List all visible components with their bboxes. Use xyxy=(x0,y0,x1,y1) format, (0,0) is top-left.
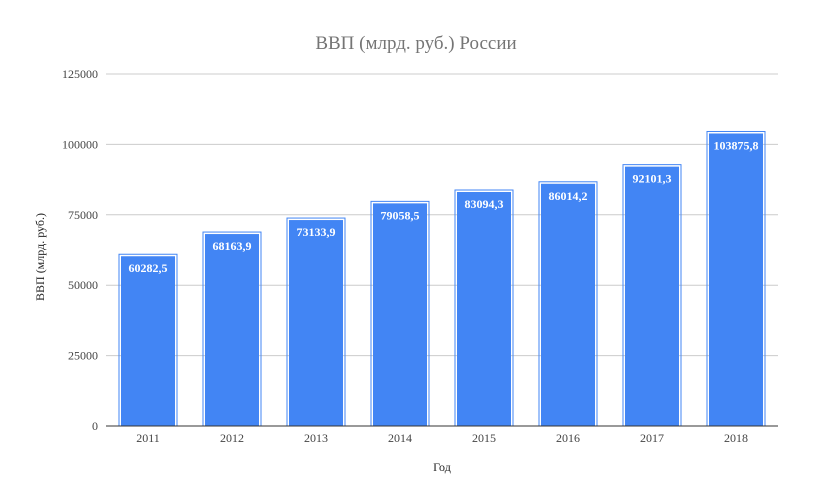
data-label: 68163,9 xyxy=(213,239,252,253)
bar xyxy=(373,203,427,426)
x-tick-label: 2016 xyxy=(556,431,580,445)
bars xyxy=(118,130,766,427)
bar xyxy=(709,133,763,426)
y-tick-label: 25000 xyxy=(68,349,98,363)
x-tick-label: 2011 xyxy=(136,431,160,445)
chart-title: ВВП (млрд. руб.) России xyxy=(315,33,516,54)
y-axis-ticks: 0 25000 50000 75000 100000 125000 xyxy=(62,67,98,433)
x-tick-label: 2017 xyxy=(640,431,664,445)
data-label: 60282,5 xyxy=(129,261,168,275)
data-label: 79058,5 xyxy=(381,208,420,222)
bar xyxy=(205,234,259,426)
data-label: 83094,3 xyxy=(465,197,504,211)
bar xyxy=(121,256,175,426)
x-axis-ticks: 2011 2012 2013 2014 2015 2016 2017 2018 xyxy=(136,431,748,445)
bar xyxy=(289,220,343,426)
y-tick-label: 0 xyxy=(92,419,98,433)
data-label: 86014,2 xyxy=(549,189,588,203)
bar xyxy=(625,166,679,426)
bar xyxy=(541,183,595,426)
x-tick-label: 2012 xyxy=(220,431,244,445)
data-label: 92101,3 xyxy=(633,172,672,186)
y-tick-label: 100000 xyxy=(62,137,98,151)
data-label: 103875,8 xyxy=(714,138,759,152)
x-tick-label: 2015 xyxy=(472,431,496,445)
bar xyxy=(457,192,511,426)
data-label: 73133,9 xyxy=(297,225,336,239)
y-tick-label: 50000 xyxy=(68,278,98,292)
y-axis-title: ВВП (млрд. руб.) xyxy=(33,213,47,301)
x-axis-title: Год xyxy=(433,460,451,474)
data-labels: 60282,5 68163,9 73133,9 79058,5 83094,3 86014… xyxy=(129,138,759,275)
y-tick-label: 75000 xyxy=(68,208,98,222)
x-tick-label: 2013 xyxy=(304,431,328,445)
x-tick-label: 2014 xyxy=(388,431,412,445)
y-tick-label: 125000 xyxy=(62,67,98,81)
x-tick-label: 2018 xyxy=(724,431,748,445)
